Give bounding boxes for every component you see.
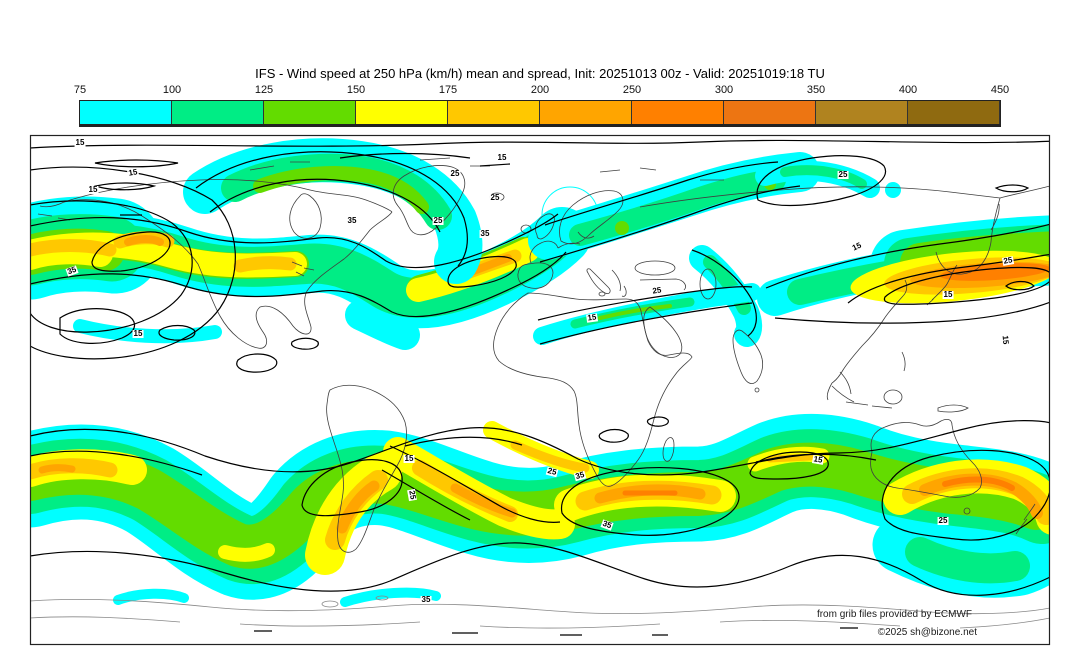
colorbar-segment-250-300 <box>632 101 724 124</box>
colorbar-tick-450: 450 <box>990 84 1010 96</box>
spread-contours-layer <box>30 139 1050 636</box>
colorbar-tick-125: 125 <box>254 84 274 96</box>
colorbar-tick-400: 400 <box>898 84 918 96</box>
colorbar-tick-250: 250 <box>622 84 642 96</box>
spread-contour-label: 25 <box>937 516 949 525</box>
spread-contour-label: 15 <box>132 329 144 338</box>
colorbar-tick-200: 200 <box>530 84 550 96</box>
spread-contour-label: 25 <box>407 488 418 502</box>
colorbar-frame <box>79 100 1001 127</box>
spread-contour-label: 15 <box>403 454 415 463</box>
spread-contour-label: 15 <box>811 454 825 465</box>
colorbar-tick-75: 75 <box>73 84 87 96</box>
wind-speed-fill-layer <box>30 138 1050 607</box>
spread-contour-label: 15 <box>74 138 86 147</box>
spread-contour-label: 25 <box>489 193 501 202</box>
spread-contour-label: 25 <box>651 285 663 296</box>
spread-contour-label: 35 <box>346 216 358 225</box>
colorbar-segment-175-200 <box>448 101 540 124</box>
colorbar-segment-200-250 <box>540 101 632 124</box>
attribution-copyright: ©2025 sh@bizone.net <box>877 627 977 638</box>
spread-contour-label: 25 <box>449 169 461 178</box>
colorbar-segment-125-150 <box>264 101 356 124</box>
spread-contour-label: 15 <box>942 290 954 299</box>
spread-contour-label: 15 <box>586 312 598 323</box>
colorbar-segment-300-350 <box>724 101 816 124</box>
map-frame <box>29 134 1051 646</box>
spread-contour-label: 15 <box>1000 334 1011 346</box>
colorbar-segment-350-400 <box>816 101 908 124</box>
spread-contour-label: 15 <box>87 185 99 194</box>
coastlines-layer <box>30 157 1050 629</box>
colorbar-segment-150-175 <box>356 101 448 124</box>
colorbar-segment-100-125 <box>172 101 264 124</box>
spread-contour-label: 35 <box>420 595 432 604</box>
attribution-source: from grib files provided by ECMWF <box>816 609 972 620</box>
colorbar-tick-300: 300 <box>714 84 734 96</box>
colorbar-tick-100: 100 <box>162 84 182 96</box>
spread-contour-label: 15 <box>496 153 508 162</box>
spread-contour-label: 35 <box>479 229 491 238</box>
colorbar-tick-175: 175 <box>438 84 458 96</box>
colorbar-tick-350: 350 <box>806 84 826 96</box>
spread-contour-label: 25 <box>432 216 444 225</box>
colorbar-segment-75-100 <box>80 101 172 124</box>
colorbar-tick-150: 150 <box>346 84 366 96</box>
colorbar-segment-400-450 <box>908 101 1000 124</box>
plot-title: IFS - Wind speed at 250 hPa (km/h) mean … <box>255 66 825 81</box>
spread-contour-label: 25 <box>837 170 849 179</box>
